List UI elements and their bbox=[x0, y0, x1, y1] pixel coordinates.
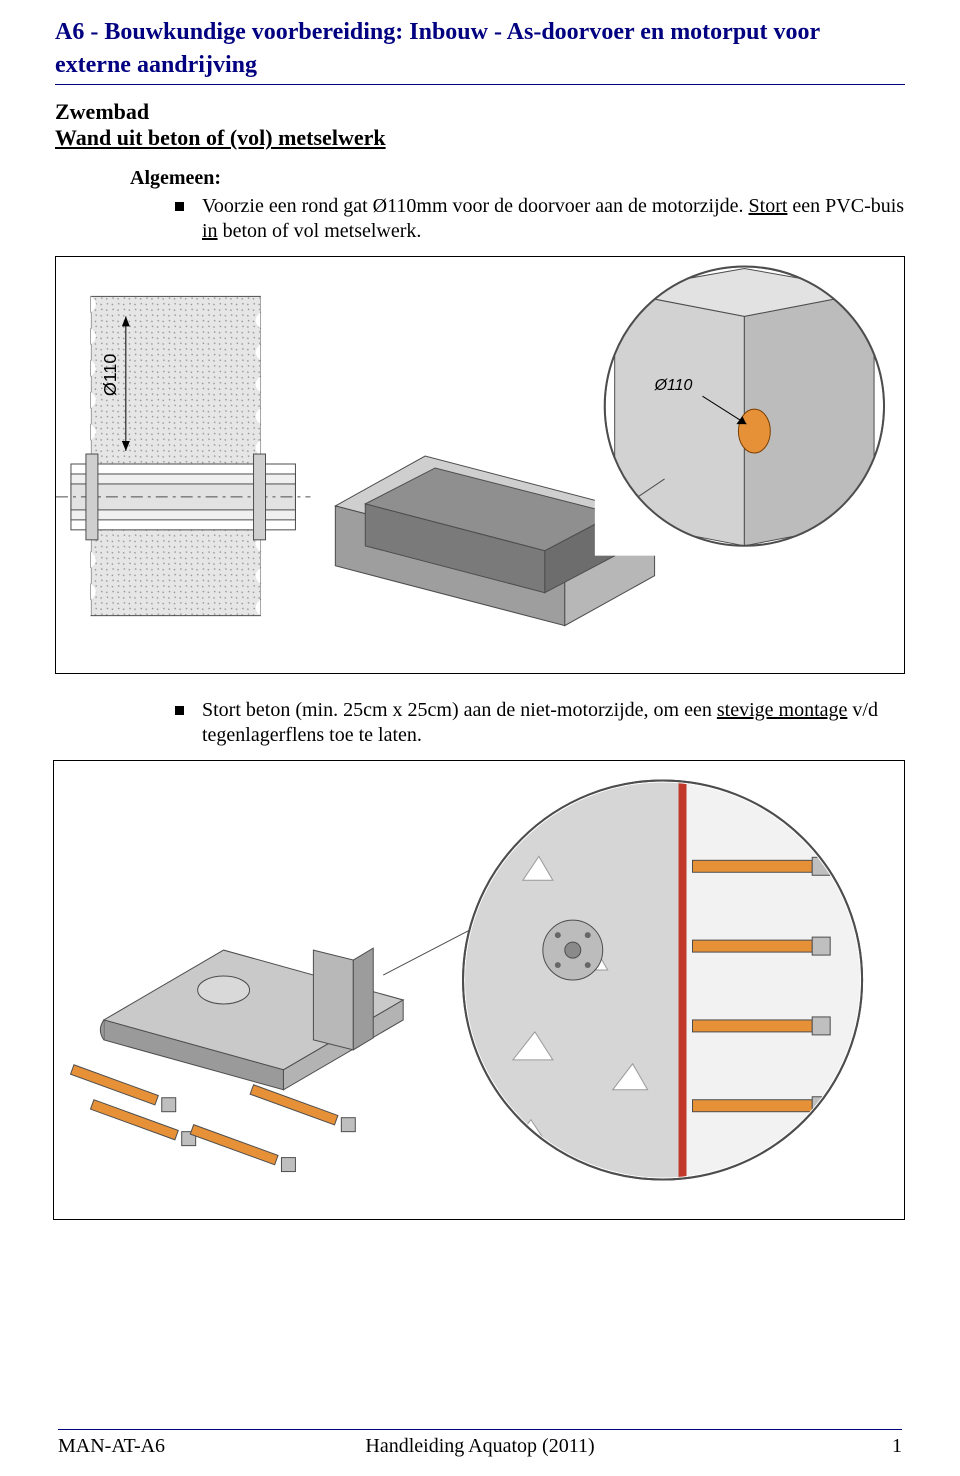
figure-1-svg: Ø110 bbox=[56, 256, 904, 674]
section-heading: Zwembad bbox=[55, 99, 905, 125]
bullet-item-1: Voorzie een rond gat Ø110mm voor de door… bbox=[175, 194, 905, 244]
bullet-item-2: Stort beton (min. 25cm x 25cm) aan de ni… bbox=[175, 698, 905, 748]
section-subheading: Wand uit beton of (vol) metselwerk bbox=[55, 125, 905, 151]
footer-right: 1 bbox=[892, 1435, 902, 1458]
page-title-line1: A6 - Bouwkundige voorbereiding: Inbouw -… bbox=[55, 18, 905, 47]
footer-rule bbox=[58, 1429, 902, 1430]
bullet-text-1: Voorzie een rond gat Ø110mm voor de door… bbox=[202, 194, 905, 244]
bullet-square-icon bbox=[175, 706, 184, 715]
subheading-algemeen: Algemeen: bbox=[130, 167, 905, 190]
footer-center: Handleiding Aquatop (2011) bbox=[365, 1435, 594, 1458]
bullet-text-2: Stort beton (min. 25cm x 25cm) aan de ni… bbox=[202, 698, 905, 748]
footer-left: MAN-AT-A6 bbox=[58, 1435, 165, 1458]
bullet-square-icon bbox=[175, 202, 184, 211]
figure-1: Ø110 bbox=[55, 256, 905, 674]
figure-2 bbox=[53, 760, 905, 1220]
figure-2-svg bbox=[54, 760, 904, 1220]
dim-left: Ø110 bbox=[100, 354, 120, 397]
page-title-line2: externe aandrijving bbox=[55, 51, 905, 80]
page-footer: MAN-AT-A6 Handleiding Aquatop (2011) 1 bbox=[58, 1435, 902, 1458]
